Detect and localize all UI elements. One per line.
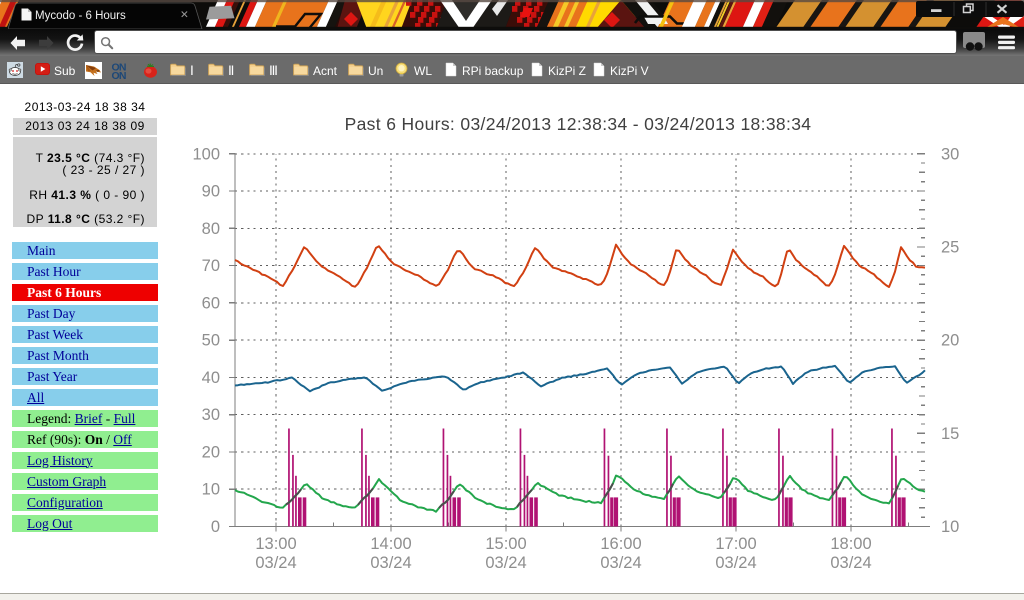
svg-text:90: 90: [202, 183, 220, 201]
svg-text:60: 60: [202, 294, 220, 312]
svg-text:ON: ON: [112, 62, 126, 74]
svg-text:03/24: 03/24: [370, 554, 411, 572]
svg-text:80: 80: [202, 220, 220, 238]
svg-text:40: 40: [202, 369, 220, 387]
svg-text:100: 100: [192, 145, 220, 163]
svg-text:15:00: 15:00: [485, 535, 526, 553]
svg-text:30: 30: [202, 406, 220, 424]
svg-text:14:00: 14:00: [370, 535, 411, 553]
svg-text:70: 70: [202, 257, 220, 275]
svg-text:0: 0: [211, 518, 220, 536]
svg-text:10: 10: [941, 518, 959, 536]
svg-text:10: 10: [202, 481, 220, 499]
svg-text:03/24: 03/24: [485, 554, 526, 572]
svg-text:25: 25: [941, 238, 959, 256]
svg-text:03/24: 03/24: [255, 554, 296, 572]
svg-text:03/24: 03/24: [600, 554, 641, 572]
svg-text:30: 30: [941, 145, 959, 163]
svg-text:20: 20: [202, 443, 220, 461]
svg-text:03/24: 03/24: [715, 554, 756, 572]
svg-text:13:00: 13:00: [255, 535, 296, 553]
svg-text:17:00: 17:00: [715, 535, 756, 553]
svg-text:03/24: 03/24: [830, 554, 871, 572]
svg-text:15: 15: [941, 425, 959, 443]
svg-text:16:00: 16:00: [600, 535, 641, 553]
svg-text:20: 20: [941, 332, 959, 350]
svg-text:18:00: 18:00: [830, 535, 871, 553]
svg-text:50: 50: [202, 332, 220, 350]
svg-text:Past 6 Hours: 03/24/2013 12:38: Past 6 Hours: 03/24/2013 12:38:34 - 03/2…: [345, 114, 812, 134]
